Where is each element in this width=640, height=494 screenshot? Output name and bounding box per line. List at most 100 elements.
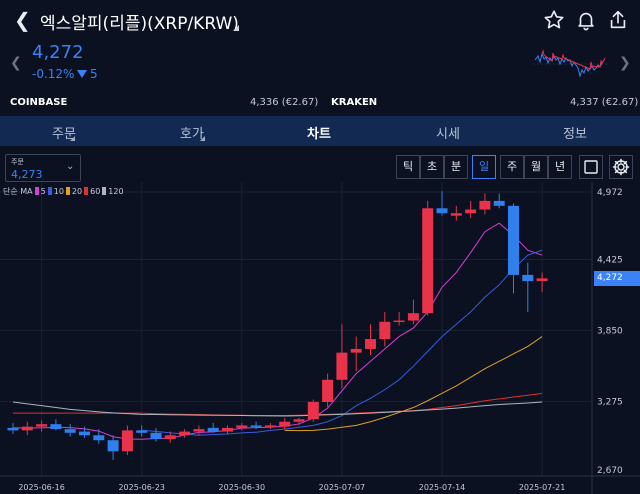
chart-type-button[interactable] [579,155,603,179]
candle [136,425,148,437]
candle [21,421,33,436]
candle-body [350,348,362,353]
candle [93,429,105,444]
candle-body [379,321,391,340]
candle-body [150,432,162,439]
chart-settings-button[interactable] [609,155,633,179]
exchange-price-coinbase: 4,336 (€2.67) [250,97,319,108]
x-tick-label: 2025-07-07 [319,483,366,492]
candle [264,422,276,430]
candle [293,418,305,426]
order-value: 4,273 [11,168,43,181]
period-second[interactable]: 초 [420,155,444,179]
back-icon[interactable]: ❮ [14,8,31,32]
x-tick-label: 2025-07-21 [519,483,566,492]
candle-body [493,200,505,206]
period-tick[interactable]: 틱 [396,155,420,179]
x-tick-label: 2025-07-14 [419,483,466,492]
period-minute[interactable]: 분 [444,155,468,179]
candle [193,425,205,436]
candle-body [264,425,276,427]
candle [407,299,419,325]
candle [222,425,233,435]
tab-order[interactable]: 주문 [52,127,76,142]
tab-orderbook[interactable]: 호가 [180,127,204,142]
candle-body [50,424,62,430]
candle [121,425,133,456]
candle-body [121,430,133,452]
star-icon[interactable] [543,9,565,31]
ma-legend-title: 단순 MA [3,187,33,196]
y-tick-label: 2,670 [597,466,623,476]
candle [79,426,90,438]
y-tick-label: 4,425 [597,255,623,265]
ma120-swatch [102,187,107,195]
bell-icon[interactable] [575,9,597,31]
candle-body [7,427,19,431]
order-price-select[interactable]: 주문 4,273 ⌄ [5,154,81,182]
candle [179,429,191,438]
candle-body [322,379,334,402]
candle-body [36,424,48,427]
price-chart[interactable]: 4,972 4,425 3,850 3,275 2,670 2025-06-16 2025… [0,182,640,494]
title-dropdown-icon[interactable] [233,25,239,31]
candle [465,200,477,219]
period-week[interactable]: 주 [500,155,524,179]
candle-body [365,339,376,349]
ma10-label: 10 [53,187,64,196]
x-tick-label: 2025-06-30 [219,483,266,492]
ma-legend: 단순 MA 5 10 20 60 120 [3,186,126,197]
candle-body [479,200,491,210]
period-year[interactable]: 년 [548,155,572,179]
candle [536,272,548,293]
candle [522,262,534,312]
candle [236,422,248,431]
candle-body [207,427,219,432]
candle-body [236,425,248,428]
candle-body [64,429,76,433]
candle-body [250,425,262,427]
tab-chart[interactable]: 차트 [307,127,331,142]
mini-sparkline[interactable] [533,46,607,82]
candle [107,435,119,460]
x-tick-label: 2025-06-23 [118,483,165,492]
candle-body [164,435,176,439]
square-icon [584,160,598,174]
candle [250,421,262,430]
candle [207,422,219,433]
price-summary: ❮ 4,272 -0.12% 5 ❯ [0,38,640,90]
candle-body [508,205,519,275]
ma10-line [141,249,543,436]
candle-body [179,431,191,436]
ma60-swatch [84,187,89,195]
ma20-swatch [65,187,70,195]
tab-bar: 주문 호가 차트 시세 정보 [0,116,640,146]
candle [279,418,291,430]
y-tick-label: 3,850 [597,326,623,336]
chevron-down-icon: ⌄ [66,161,75,172]
tab-quotes[interactable]: 시세 [436,127,460,142]
candle [422,200,434,316]
candle [508,203,519,294]
ma60-label: 60 [90,187,101,196]
candle [436,191,448,216]
share-icon[interactable] [607,9,629,31]
candle [322,373,334,407]
candle-body [450,213,462,216]
next-coin-icon[interactable]: ❯ [619,55,631,71]
candle [350,336,362,372]
ma20-line [284,336,543,432]
period-month[interactable]: 월 [524,155,548,179]
candle-body [422,208,434,314]
tab-orderbook-indicator [200,136,205,141]
exchange-name-coinbase: COINBASE [10,97,68,108]
page-title[interactable]: 엑스알피(리플)(XRP/KRW) [40,14,239,34]
tab-info[interactable]: 정보 [563,127,587,142]
candle-body [307,401,319,420]
prev-coin-icon[interactable]: ❮ [10,55,22,71]
candle-body [93,435,105,441]
period-day[interactable]: 일 [472,155,496,179]
y-tick-label: 3,275 [597,397,623,407]
ma120-line [12,401,543,417]
candle [493,193,505,209]
